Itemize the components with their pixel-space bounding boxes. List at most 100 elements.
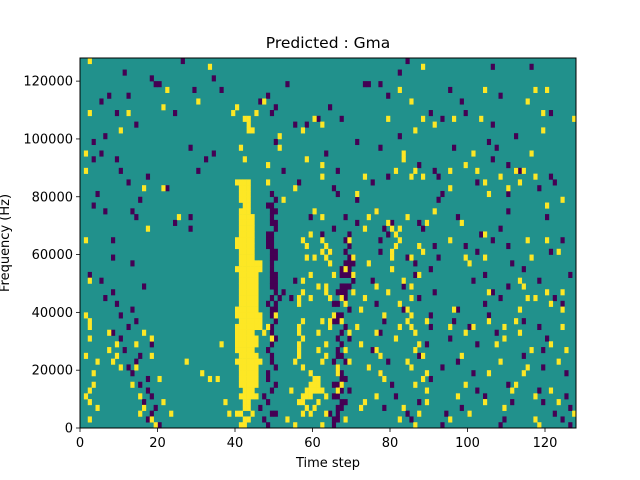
heatmap-cell-high [250,127,255,134]
heatmap-cell-high [510,387,515,394]
heatmap-cell-high [316,329,321,336]
heatmap-cell-low [463,243,468,250]
heatmap-cell-high [300,127,306,134]
heatmap-cell-high [545,86,550,93]
x-tick-label: 80 [382,436,399,451]
heatmap-cell-low [149,410,154,417]
heatmap-cell-high [238,335,244,342]
heatmap-cell-low [269,248,275,255]
heatmap-cell-low [455,358,461,365]
heatmap-cell-high [452,115,457,122]
heatmap-cell-high [246,115,251,122]
heatmap-cell-low [506,243,511,250]
heatmap-cell-low [173,110,178,117]
heatmap-cell-low [335,352,340,359]
heatmap-cell-low [277,295,282,302]
heatmap-cell-low [293,277,298,284]
heatmap-cell-high [308,231,313,238]
y-tick-label: 20000 [32,364,73,379]
heatmap-cell-high [238,347,244,354]
heatmap-cell-high [254,266,259,273]
heatmap-cell-high [238,352,244,359]
heatmap-cell-high [250,410,255,417]
heatmap-cell-low [339,370,344,377]
heatmap-cell-high [397,237,402,244]
heatmap-cell-high [246,208,251,215]
heatmap-cell-high [238,312,244,319]
heatmap-cell-low [269,323,275,331]
heatmap-cell-low [91,156,96,163]
heatmap-cell-low [467,323,472,331]
heatmap-cell-low [266,92,271,99]
heatmap-cell-low [335,381,340,388]
heatmap-cell-high [432,208,437,215]
heatmap-cell-high [300,335,306,342]
x-tick-label: 100 [455,436,480,451]
heatmap-cell-high [316,375,321,383]
heatmap-cell-high [246,300,251,307]
heatmap-cell-high [300,277,306,284]
heatmap-cell-high [378,352,383,359]
heatmap-cell-high [331,312,337,319]
heatmap-cell-high [417,410,422,417]
heatmap-cell-low [91,202,96,209]
heatmap-cell-high [242,364,247,371]
heatmap-cell-high [250,329,255,336]
heatmap-cell-low [269,243,275,250]
heatmap-cell-high [269,335,275,342]
heatmap-cell-high [238,306,244,313]
heatmap-cell-high [424,219,430,226]
heatmap-cell-low [335,312,340,319]
heatmap-cell-high [293,185,298,192]
heatmap-cell-low [378,329,383,336]
heatmap-cell-low [269,295,275,302]
heatmap-cell-high [324,289,329,296]
heatmap-cell-high [238,196,244,203]
heatmap-cell-low [204,156,209,163]
heatmap-cell-low [331,393,337,400]
heatmap-cell-high [254,110,259,117]
heatmap-cell-high [242,306,247,313]
heatmap-cell-low [273,300,278,307]
heatmap-cell-low [386,358,391,365]
heatmap-cell-low [331,225,337,232]
heatmap-cell-high [413,347,418,354]
heatmap-cell-high [374,393,379,400]
heatmap-cell-low [130,370,135,377]
heatmap-cell-high [541,110,546,117]
heatmap-cell-high [242,312,247,319]
heatmap-cell-high [246,364,251,371]
heatmap-cell-high [316,347,321,354]
heatmap-cell-high [235,243,240,250]
heatmap-cell-high [448,167,453,174]
heatmap-cell-high [238,144,244,151]
heatmap-cell-low [87,271,92,278]
heatmap-cell-high [300,399,306,406]
heatmap-cell-high [374,208,379,215]
heatmap-cell-low [413,260,418,267]
heatmap-cell-high [483,86,488,93]
heatmap-cell-high [238,410,244,417]
heatmap-cell-high [409,323,414,331]
heatmap-cell-high [87,277,92,284]
heatmap-cell-low [335,416,340,423]
heatmap-cell-high [111,358,116,365]
heatmap-cell-low [269,214,275,221]
heatmap-cell-high [207,63,213,70]
heatmap-cell-low [448,86,453,93]
heatmap-cell-high [242,202,247,209]
heatmap-cell-high [486,318,492,325]
heatmap-cell-high [238,231,244,238]
heatmap-cell-high [254,283,259,290]
heatmap-cell-low [529,63,534,70]
heatmap-cell-high [463,162,468,169]
heatmap-cell-low [498,225,503,232]
heatmap-cell-high [324,254,329,261]
heatmap-cell-high [83,167,89,174]
heatmap-cell-high [300,318,306,325]
heatmap-cell-low [560,300,565,307]
heatmap-cell-high [556,399,561,406]
heatmap-cell-high [250,231,255,238]
heatmap-cell-high [235,323,240,331]
